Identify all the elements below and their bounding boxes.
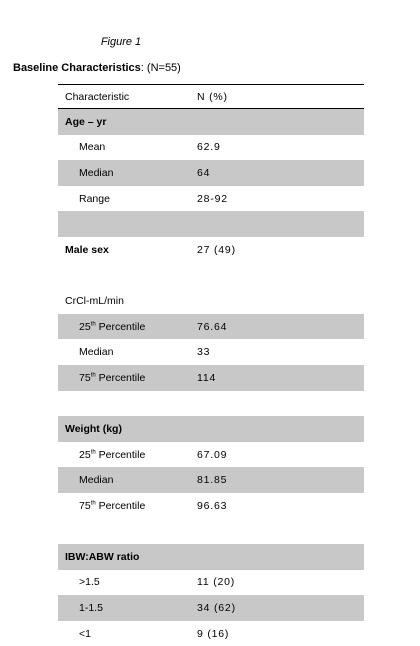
row-value: 11 (20) (197, 576, 236, 589)
figure-caption: Figure 1 (100, 36, 142, 48)
row-label-rest: Percentile (95, 371, 146, 384)
row-label: Median (79, 346, 114, 359)
table-row: Median 64 (58, 160, 364, 186)
row-label: 1-1.5 (79, 602, 103, 615)
table-row: Range 28-92 (58, 186, 364, 212)
table-top-rule (58, 84, 364, 85)
table-row: 75th Percentile 96.63 (58, 493, 364, 519)
row-value: 34 (62) (197, 602, 236, 615)
table-row: 25th Percentile 67.09 (58, 442, 364, 468)
header-characteristic: Characteristic (65, 90, 130, 103)
row-label: Range (79, 192, 110, 205)
row-label: 25th Percentile (58, 321, 197, 333)
table-header-row: Characteristic N (%) (58, 85, 364, 109)
table-row (58, 519, 364, 545)
row-value: 81.85 (197, 474, 228, 487)
header-n-percent: N (%) (197, 90, 228, 103)
table-row: Mean 62.9 (58, 135, 364, 161)
row-label-number: 25 (79, 320, 91, 333)
row-label-sup: th (90, 321, 96, 328)
table-row: <1 9 (16) (58, 621, 364, 646)
table-row: Age – yr (58, 109, 364, 135)
row-value: 76.64 (197, 320, 228, 333)
table-row: 75th Percentile 114 (58, 364, 364, 391)
row-label-rest: Percentile (95, 448, 146, 461)
row-value: 96.63 (197, 499, 228, 512)
row-label-number: 25 (79, 448, 91, 461)
table-row (58, 391, 364, 417)
row-value: 114 (197, 371, 217, 384)
row-value: 64 (197, 166, 211, 179)
row-value: 28-92 (197, 192, 228, 205)
row-label: Median (79, 474, 114, 487)
row-label-rest: Percentile (95, 499, 146, 512)
table-title: Baseline Characteristics: (N=55) (13, 62, 181, 74)
table-row: Median 33 (58, 339, 364, 365)
table-row (58, 211, 364, 237)
table-row: >1.5 11 (20) (58, 570, 364, 596)
row-value: 67.09 (197, 448, 228, 461)
row-label: Male sex (65, 243, 109, 256)
table-row: Median 81.85 (58, 467, 364, 493)
table-row: 25th Percentile 76.64 (58, 313, 364, 340)
row-label-number: 75 (79, 371, 91, 384)
row-label-sup: th (90, 372, 96, 379)
table-row: Weight (kg) (58, 416, 364, 442)
row-label: 25th Percentile (58, 449, 197, 461)
baseline-table: Characteristic N (%) Age – yr Mean 62.9 Med… (58, 84, 364, 646)
row-label: 75th Percentile (58, 372, 197, 384)
table-row: 1-1.5 34 (62) (58, 595, 364, 621)
row-value: 62.9 (197, 141, 221, 154)
row-label: <1 (79, 627, 91, 640)
table-row: CrCl-mL/min (58, 288, 364, 314)
table-row: IBW:ABW ratio (58, 544, 364, 570)
table-title-bold: Baseline Characteristics (13, 62, 141, 74)
row-label-rest: Percentile (95, 320, 146, 333)
row-label-number: 75 (79, 499, 91, 512)
row-value: 27 (49) (197, 243, 236, 256)
row-label: Age – yr (65, 115, 107, 128)
table-row (58, 263, 364, 289)
row-label-sup: th (90, 449, 96, 456)
row-value: 33 (197, 346, 211, 359)
table-title-rest: : (N=55) (140, 62, 181, 74)
row-label: Mean (79, 141, 106, 154)
row-label: Weight (kg) (65, 422, 122, 435)
row-label: Median (79, 166, 114, 179)
table-row: Male sex 27 (49) (58, 237, 364, 263)
row-label: CrCl-mL/min (65, 294, 124, 307)
table-body: Age – yr Mean 62.9 Median 64 Range 28-92 Male s… (58, 109, 364, 646)
row-label: 75th Percentile (58, 500, 197, 512)
row-label-sup: th (90, 500, 96, 507)
row-value: 9 (16) (197, 627, 230, 640)
row-label: >1.5 (79, 576, 100, 589)
row-label: IBW:ABW ratio (65, 550, 140, 563)
